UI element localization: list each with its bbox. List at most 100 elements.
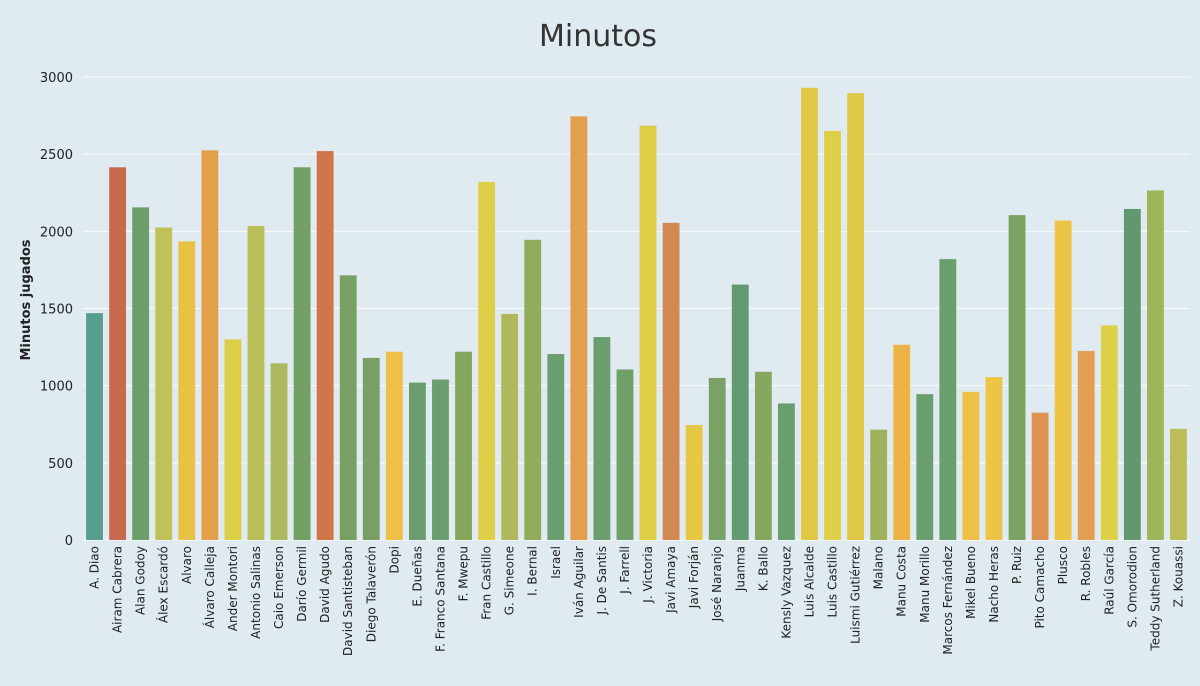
x-tick-label: I. Bernal [526,546,540,596]
x-tick-label: José Naranjo [710,546,724,622]
bar [847,93,865,541]
bar [408,382,426,540]
y-tick-label: 2500 [40,148,73,163]
x-tick-label: Ander Montori [226,546,240,631]
x-tick-label: Nacho Heras [987,546,1001,623]
x-tick-label: Antonio Salinas [249,546,263,639]
y-tick-label: 3000 [40,71,73,86]
y-tick-label: 1500 [40,303,73,318]
x-tick-label: Mikel Bueno [964,546,978,619]
bar [777,403,795,540]
bar [432,379,449,540]
x-tick-label: Alan Godoy [134,546,148,615]
x-tick-label: G. Simeone [503,546,517,615]
bar [178,241,196,540]
x-axis-ticks: A. Diao Airam Cabrera Alan Godoy Álex Escar… [88,546,1186,656]
bar [685,425,703,540]
chart-title: Minutos [539,19,657,54]
x-tick-label: Manu Costa [895,546,909,617]
x-tick-label: David Agudo [318,546,332,623]
x-tick-label: Iván Aguilar [572,546,586,618]
bar [1031,412,1049,540]
x-tick-label: Caio Emerson [272,546,286,629]
bar [754,371,772,540]
x-tick-label: Israel [549,546,563,579]
bar [524,239,542,540]
bar [893,344,911,540]
bar [362,357,380,540]
x-tick-label: J. Victoria [641,546,655,604]
bar [1077,350,1095,540]
bars [86,87,1187,541]
x-tick-label: Raúl García [1102,546,1116,615]
bar [201,150,219,540]
bar [639,125,657,541]
bar [293,167,311,540]
gridlines [83,76,1190,541]
x-tick-label: Dopi [387,546,401,574]
x-tick-label: David Santisteban [341,546,355,656]
y-tick-label: 2000 [40,225,73,240]
y-tick-label: 0 [65,534,73,549]
x-tick-label: F. Franco Santana [433,546,447,652]
x-tick-label: Alvaro [180,546,194,584]
bar [501,313,519,540]
x-tick-label: K. Ballo [756,546,770,591]
x-tick-label: Javi Forján [687,546,701,609]
bar [916,394,934,540]
x-tick-label: Álvaro Calleja [202,546,217,628]
bar [870,429,888,540]
bar [593,337,611,540]
x-tick-label: Juanma [733,546,747,592]
bar [547,354,565,540]
x-tick-label: Plusco [1056,546,1070,584]
bar [316,151,334,540]
bar [155,227,173,540]
x-tick-label: Diego Talaverón [364,546,378,642]
x-tick-label: A. Diao [88,546,102,589]
x-tick-label: Luis Castillo [826,546,840,618]
x-tick-label: Manu Morillo [918,546,932,623]
bar [570,116,588,540]
x-tick-label: Malano [872,546,886,589]
x-tick-label: Darío Germil [295,546,309,622]
x-tick-label: Airam Cabrera [111,546,125,633]
x-tick-label: S. Omorodion [1125,546,1139,628]
bar [731,284,749,540]
x-tick-label: R. Robles [1079,546,1093,601]
y-tick-label: 500 [48,457,73,472]
bar [132,207,150,540]
bar [824,131,841,540]
x-tick-label: J. Farrell [618,546,632,595]
bar [247,225,265,540]
bar [224,339,242,540]
x-tick-label: Javi Amaya [664,546,678,614]
y-tick-label: 1000 [40,380,73,395]
bar [385,351,403,540]
bar [339,275,357,540]
bar [662,222,680,540]
bar [455,351,472,540]
x-tick-label: Fran Castillo [480,546,494,620]
x-tick-label: Luis Alcalde [802,546,816,617]
x-tick-label: Luismi Gutiérrez [849,546,863,644]
bar [1123,208,1141,540]
x-tick-label: Pito Camacho [1033,546,1047,629]
bar [478,181,496,540]
x-tick-label: Kensly Vazquez [779,546,793,639]
bar [962,391,980,540]
x-tick-label: P. Ruiz [1010,546,1024,584]
x-tick-label: E. Dueñas [410,546,424,607]
bar [1008,215,1026,540]
x-tick-label: Marcos Fernández [941,546,955,655]
bar [1054,220,1072,540]
y-axis-label: Minutos jugados [19,239,34,360]
bar [270,363,288,540]
bar [616,369,634,540]
y-axis-ticks: 0 500 1000 1500 2000 2500 3000 [40,71,73,549]
bar [801,87,818,541]
bar [708,377,726,540]
x-tick-label: J. De Santis [595,546,609,615]
